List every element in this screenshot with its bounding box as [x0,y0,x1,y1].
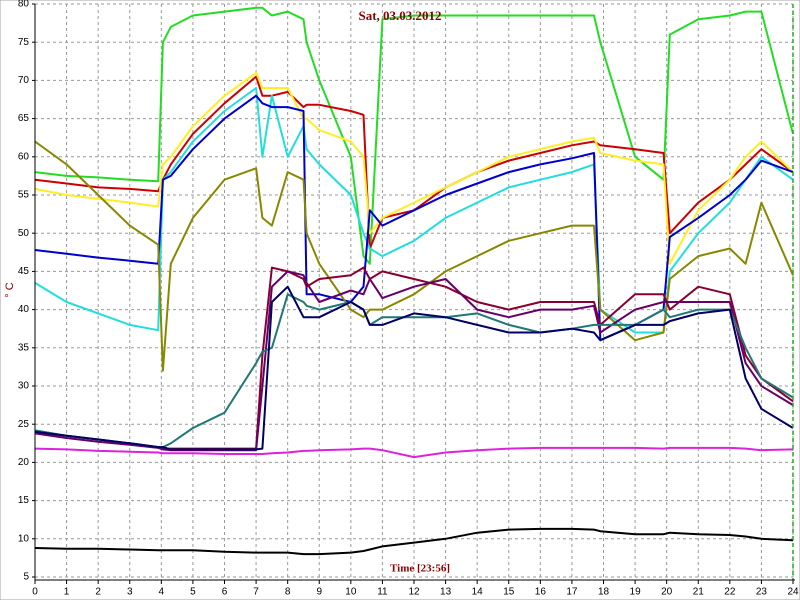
x-tick-label: 9 [316,587,322,598]
x-tick-label: 18 [598,587,610,598]
y-tick-label: 45 [18,266,30,277]
x-tick-label: 2 [95,587,101,598]
x-tick-label: 13 [440,587,452,598]
y-tick-label: 5 [23,572,29,583]
x-tick-label: 19 [630,587,642,598]
series-line [34,285,794,451]
series-line [34,71,794,265]
x-tick-label: 11 [377,587,388,598]
x-axis-label: Time [23:56] [390,563,450,575]
y-tick-label: 10 [18,533,30,544]
x-tick-label: 5 [190,587,196,598]
x-tick-label: 10 [345,587,357,598]
x-tick-label: 8 [285,587,291,598]
y-axis-label: ° C [4,282,16,297]
y-tick-label: 15 [18,495,30,506]
x-tick-label: 17 [566,587,578,598]
y-tick-label: 65 [18,113,30,124]
series-line [34,446,794,459]
series-line [34,270,794,452]
y-tick-label: 55 [18,190,30,201]
series-line [34,527,794,556]
x-tick-label: 21 [693,587,705,598]
x-tick-label: 4 [159,587,165,598]
x-tick-label: 12 [408,587,420,598]
x-tick-label: 20 [661,587,673,598]
x-tick-label: 14 [472,587,484,598]
x-tick-label: 16 [535,587,547,598]
x-tick-label: 22 [724,587,736,598]
x-tick-label: 1 [64,587,70,598]
y-tick-label: 25 [18,419,30,430]
y-tick-label: 70 [18,75,30,86]
y-tick-label: 50 [18,228,30,239]
x-tick-label: 24 [787,587,799,598]
y-tick-label: 20 [18,457,30,468]
x-tick-label: 0 [32,587,38,598]
x-tick-label: 15 [503,587,515,598]
x-tick-label: 3 [127,587,133,598]
y-tick-label: 30 [18,381,30,392]
chart-title: Sat, 03.03.2012 [358,8,441,23]
x-tick-label: 7 [253,587,259,598]
y-tick-label: 80 [18,0,30,10]
y-tick-label: 75 [18,37,30,48]
y-tick-label: 40 [18,304,30,315]
x-tick-label: 6 [222,587,228,598]
y-tick-label: 35 [18,342,30,353]
y-tick-label: 60 [18,151,30,162]
series-lines [34,6,794,556]
x-tick-label: 23 [756,587,768,598]
